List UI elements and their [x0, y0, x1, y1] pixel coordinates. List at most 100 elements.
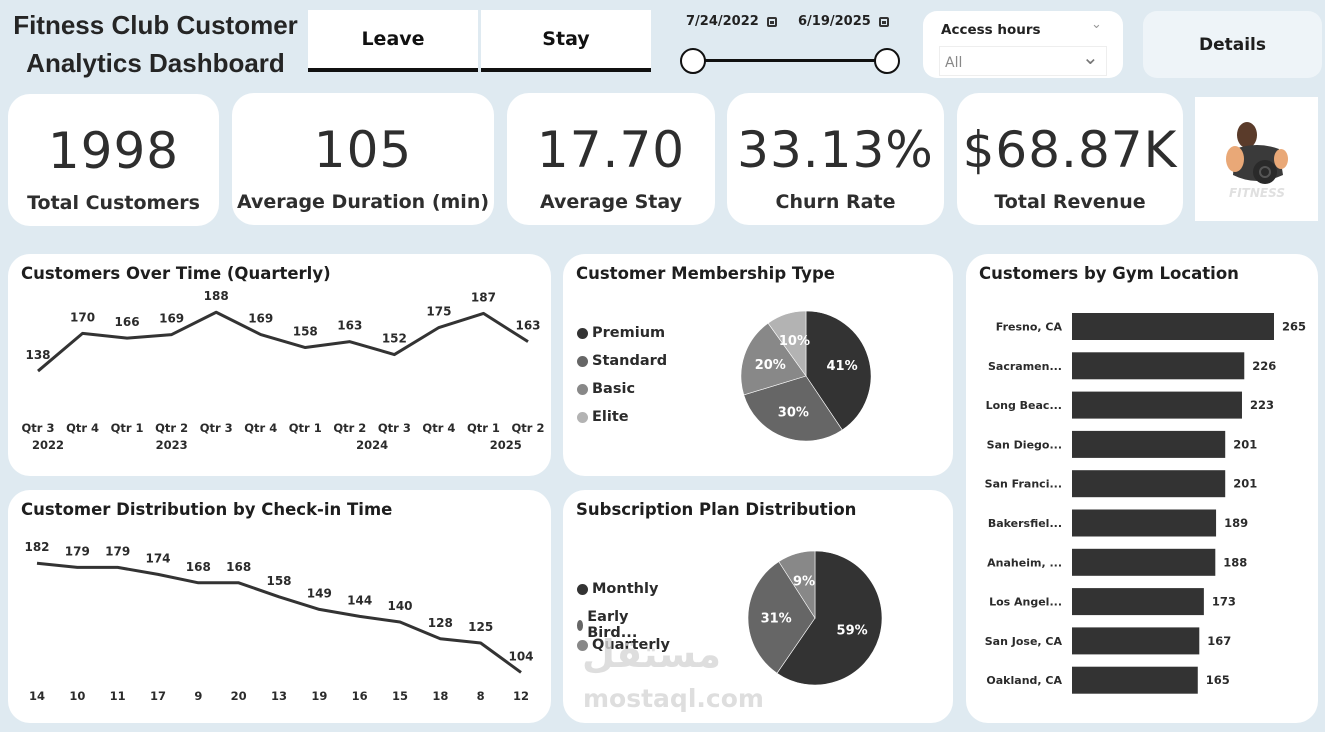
details-label: Details	[1198, 35, 1266, 55]
date-start[interactable]: 7/24/2022	[686, 14, 777, 29]
bar	[1072, 588, 1204, 616]
legend-label: Monthly	[592, 581, 659, 597]
x-tick-label: Qtr 2	[333, 421, 366, 435]
x-tick-label: 16	[352, 689, 368, 703]
x-tick-label: Qtr 3	[200, 421, 233, 435]
legend-item[interactable]: Elite	[577, 409, 629, 425]
legend-item[interactable]: Basic	[577, 381, 635, 397]
bar	[1072, 627, 1200, 655]
date-end[interactable]: 6/19/2025	[798, 14, 889, 29]
kpi-label: Average Duration (min)	[236, 191, 490, 213]
bar	[1072, 313, 1274, 340]
data-label: 158	[293, 325, 318, 339]
data-label: 140	[387, 599, 412, 613]
legend-dot-icon	[577, 583, 588, 595]
data-label: 158	[266, 574, 291, 588]
x-tick-label: Qtr 3	[22, 421, 55, 435]
bar-category-label: Los Angel...	[989, 596, 1062, 609]
subscription-pie-chart: 59% 31% 9%	[747, 550, 883, 686]
data-label: 163	[515, 319, 540, 333]
pie-slice	[743, 375, 843, 442]
kpi-churn-rate: 33.13% Churn Rate	[727, 93, 944, 225]
legend-label: Elite	[592, 409, 629, 425]
legend-item[interactable]: Premium	[577, 325, 665, 341]
x-tick-label: Qtr 4	[422, 421, 455, 435]
bar-value-label: 167	[1207, 634, 1231, 648]
legend-item[interactable]: Monthly	[577, 581, 658, 597]
x-tick-label: Qtr 2	[512, 421, 545, 435]
gym-location-card: Customers by Gym Location Fresno, CA 265 S…	[966, 254, 1318, 723]
kpi-value: 105	[313, 121, 413, 179]
bodybuilder-dumbbell-logo-icon: FITNESS	[1226, 122, 1288, 200]
x-tick-label: Qtr 1	[467, 421, 500, 435]
access-hours-label: Access hours	[941, 22, 1041, 38]
slice-label: 20%	[755, 358, 786, 373]
legend-dot-icon	[577, 327, 588, 339]
dashboard-title: Fitness Club Customer Analytics Dashboar…	[13, 10, 298, 78]
slice-label: 30%	[778, 406, 809, 421]
data-label: 179	[65, 544, 90, 558]
data-label: 170	[70, 310, 95, 324]
slice-label: 10%	[779, 334, 810, 349]
chevron-down-icon: ⌄	[1082, 45, 1099, 69]
legend-label: Quarterly	[592, 637, 670, 653]
bar-value-label: 189	[1224, 516, 1248, 530]
access-hours-dropdown[interactable]: All ⌄	[939, 45, 1107, 76]
x-tick-label: Qtr 4	[66, 421, 99, 435]
x-tick-label: 9	[194, 689, 202, 703]
subscription-plan-card: Subscription Plan Distribution Monthly Ea…	[563, 490, 953, 723]
data-label: 138	[25, 348, 50, 362]
bar-category-label: San Diego...	[987, 438, 1062, 451]
x-year-label: 2024	[356, 438, 388, 452]
membership-type-card: Customer Membership Type Premium Standard…	[563, 254, 953, 476]
legend-item[interactable]: Standard	[577, 353, 667, 369]
logo-text: FITNESS	[1229, 186, 1285, 200]
x-tick-label: 8	[477, 689, 485, 703]
chart-title: Subscription Plan Distribution	[576, 500, 857, 519]
legend-label: Premium	[592, 325, 666, 341]
bar-value-label: 201	[1233, 437, 1257, 451]
x-tick-label: 18	[432, 689, 448, 703]
date-range-end-handle[interactable]	[874, 48, 900, 74]
access-hours-slicer: Access hours ⌄ All ⌄	[923, 11, 1123, 78]
legend-dot-icon	[577, 383, 588, 395]
date-start-value: 7/24/2022	[686, 14, 759, 29]
legend-item[interactable]: Quarterly	[577, 637, 670, 653]
x-year-label: 2025	[490, 438, 522, 452]
fitness-logo: FITNESS	[1195, 97, 1318, 221]
date-range-slider-track[interactable]	[692, 59, 887, 62]
kpi-label: Total Customers	[27, 192, 200, 214]
bar-category-label: Anaheim, ...	[987, 556, 1062, 569]
kpi-value: $68.87K	[962, 121, 1178, 179]
data-label: 188	[204, 289, 229, 303]
bar	[1072, 548, 1216, 576]
legend-item[interactable]: Early Bird...	[577, 609, 642, 641]
date-range-start-handle[interactable]	[680, 48, 706, 74]
kpi-value: 1998	[47, 122, 180, 180]
x-tick-label: 11	[110, 689, 126, 703]
x-tick-label: 13	[271, 689, 287, 703]
x-year-label: 2022	[32, 438, 64, 452]
leave-button[interactable]: Leave	[308, 10, 478, 72]
bar-value-label: 165	[1206, 673, 1230, 687]
slice-label: 59%	[837, 624, 868, 639]
details-button[interactable]: Details	[1143, 11, 1322, 78]
bar	[1072, 430, 1226, 458]
calendar-icon[interactable]	[766, 16, 777, 27]
chevron-down-icon[interactable]: ⌄	[1091, 17, 1102, 32]
data-label: 152	[382, 332, 407, 346]
calendar-icon[interactable]	[878, 16, 889, 27]
chart-title: Customer Distribution by Check-in Time	[21, 500, 393, 519]
data-label: 104	[508, 649, 533, 663]
kpi-total-customers: 1998 Total Customers	[8, 94, 219, 226]
x-tick-label: Qtr 2	[155, 421, 188, 435]
customers-over-time-chart: 138 Qtr 3 170 Qtr 4 166 Qtr 1 169 Qtr 2 188 Qtr 3…	[22, 289, 545, 452]
x-year-label: 2023	[156, 438, 188, 452]
slice-label: 9%	[793, 575, 815, 590]
data-label: 149	[307, 586, 332, 600]
x-tick-label: 20	[231, 689, 247, 703]
data-label: 163	[337, 319, 362, 333]
legend-dot-icon	[577, 639, 588, 651]
data-label: 128	[428, 616, 453, 630]
stay-button[interactable]: Stay	[481, 10, 651, 72]
